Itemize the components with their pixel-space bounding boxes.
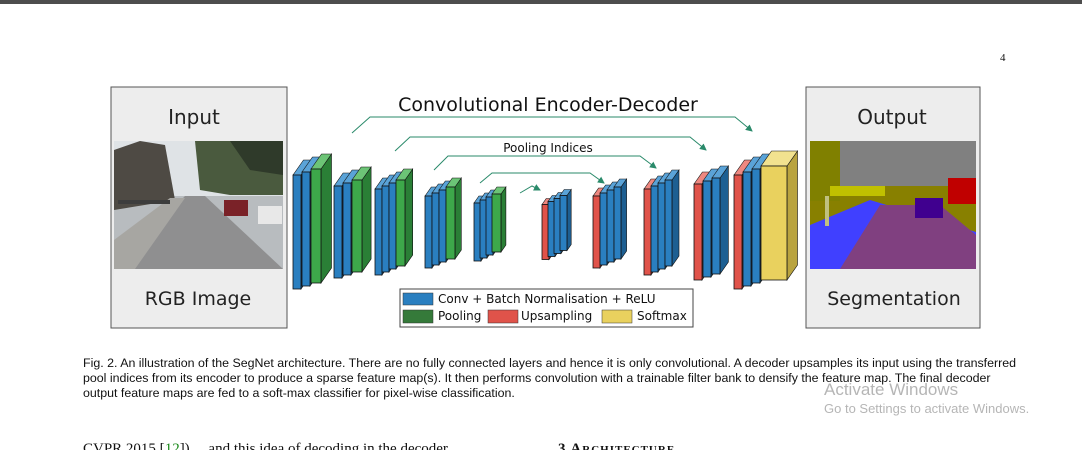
page-number: 4 — [1000, 52, 1006, 64]
conv-layer — [424, 195, 433, 269]
activate-windows-watermark: Activate Windows Go to Settings to activ… — [824, 380, 1029, 416]
conv-layer — [374, 188, 383, 276]
conv-layer — [751, 168, 761, 284]
conv-layer — [301, 171, 311, 287]
pooling-layer — [445, 186, 456, 260]
watermark-line-1: Activate Windows — [824, 380, 959, 399]
conv-layer — [650, 185, 659, 273]
legend-upsampling-label: Upsampling — [521, 309, 592, 323]
conv-layer — [431, 192, 440, 266]
legend-pooling-label: Pooling — [438, 309, 481, 323]
conv-layer — [711, 177, 721, 275]
conv-layer — [742, 171, 752, 287]
conv-layer — [381, 185, 390, 273]
skip-arrow-3 — [433, 155, 657, 171]
output-caption: Segmentation — [827, 288, 961, 310]
legend-conv-label: Conv + Batch Normalisation + ReLU — [438, 292, 656, 306]
pooling-layer — [491, 193, 502, 253]
pooling-layer — [310, 168, 322, 284]
upsampling-layer — [733, 174, 743, 290]
legend-pooling-swatch — [402, 309, 434, 324]
conv-layer — [342, 182, 352, 276]
window-top-bar — [0, 0, 1082, 4]
skip-arrow-2 — [394, 136, 707, 152]
upsampling-layer — [693, 183, 703, 281]
conv-layer — [438, 189, 447, 263]
legend-softmax-label: Softmax — [637, 309, 687, 323]
upsampling-layer — [643, 188, 652, 276]
pooling-indices-label: Pooling Indices — [503, 141, 593, 155]
watermark-line-2: Go to Settings to activate Windows. — [824, 401, 1030, 416]
input-title: Input — [168, 105, 220, 129]
softmax-layer — [760, 165, 788, 281]
rgb-input-image — [114, 141, 283, 269]
conv-layer — [388, 182, 397, 270]
legend-softmax-swatch — [601, 309, 633, 324]
conv-layer — [613, 186, 622, 260]
conv-layer — [292, 174, 302, 290]
legend-upsampling-swatch — [487, 309, 519, 324]
skip-arrow-1 — [351, 116, 753, 134]
skip-arrow-5 — [519, 184, 541, 194]
skip-arrow-4 — [479, 172, 605, 184]
conv-layer — [664, 179, 673, 267]
segnet-figure: Input RGB Image Output Segmentation Conv… — [110, 86, 981, 329]
pooling-index-arrows — [351, 116, 753, 194]
conv-layer — [657, 182, 666, 270]
conv-layer — [599, 192, 608, 266]
legend: Conv + Batch Normalisation + ReLU Poolin… — [399, 288, 694, 328]
output-title: Output — [857, 105, 927, 129]
pooling-layer — [351, 179, 363, 273]
conv-layer — [702, 180, 712, 278]
pooling-layer — [395, 179, 406, 267]
conv-layer — [333, 185, 343, 279]
figure-caption: Fig. 2. An illustration of the SegNet ar… — [83, 356, 1017, 400]
network-layers — [292, 150, 799, 290]
citation-link[interactable]: 12 — [164, 441, 180, 450]
body-text-line: CVPR 2015 [12]) ... and this idea of dec… — [83, 438, 783, 450]
conv-layer — [559, 195, 568, 251]
architecture-title: Convolutional Encoder-Decoder — [398, 94, 698, 116]
legend-conv-swatch — [402, 292, 434, 306]
upsampling-layer — [592, 195, 601, 269]
section-heading: 3 Architecture — [558, 441, 676, 450]
body-text-end: ]) ... and this idea of decoding in the … — [179, 441, 448, 450]
input-caption: RGB Image — [145, 288, 252, 310]
segmentation-output-image — [810, 141, 976, 269]
legend-box — [399, 288, 694, 328]
body-text-start: CVPR 2015 [ — [83, 441, 165, 450]
conv-layer — [606, 189, 615, 263]
